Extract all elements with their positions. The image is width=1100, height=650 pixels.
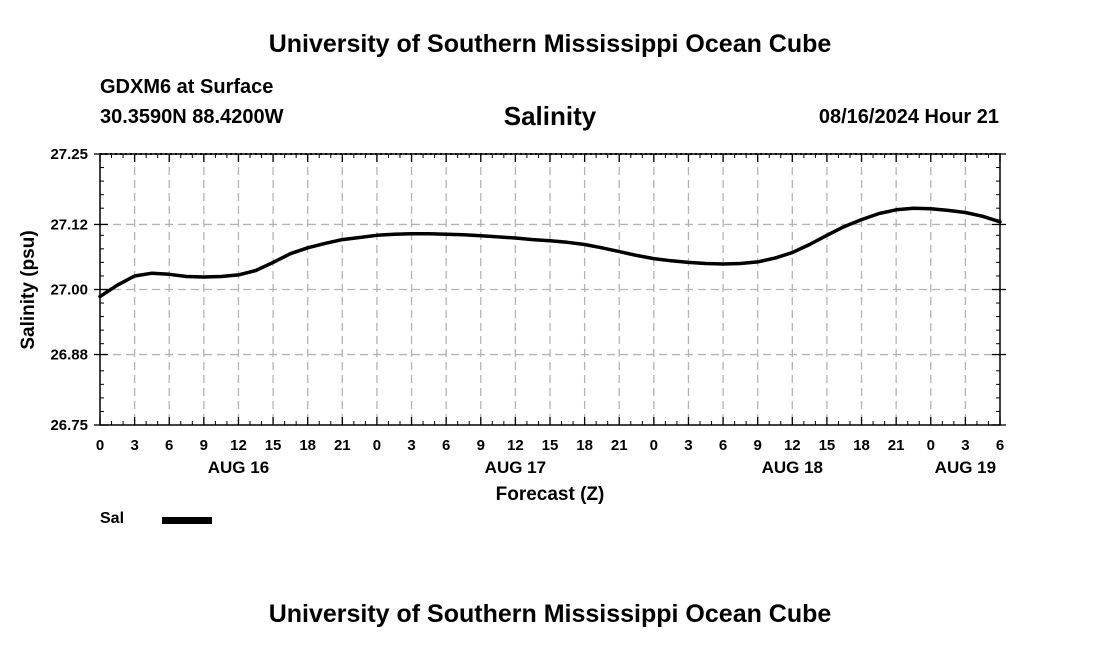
x-tick-label: 6 <box>996 437 1004 454</box>
chart-title: Salinity <box>503 101 597 131</box>
x-tick-label: 6 <box>165 437 173 454</box>
x-tick-label: 21 <box>334 437 351 454</box>
footer-title: University of Southern Mississippi Ocean… <box>268 600 832 628</box>
x-tick-label: 3 <box>961 437 969 454</box>
date-label: AUG 18 <box>762 458 823 477</box>
y-tick-label: 27.00 <box>50 282 88 299</box>
y-axis-label: Salinity (psu) <box>18 230 39 349</box>
grid-lines <box>100 154 1000 425</box>
x-tick-label: 0 <box>96 437 104 454</box>
x-tick-label: 21 <box>888 437 905 454</box>
date-label: AUG 19 <box>935 458 996 477</box>
x-tick-label: 3 <box>407 437 415 454</box>
x-axis-label: Forecast (Z) <box>496 484 605 505</box>
date-label: AUG 17 <box>485 458 546 477</box>
x-tick-label: 12 <box>230 437 247 454</box>
x-tick-label: 18 <box>576 437 593 454</box>
series-line-sal <box>98 206 1002 299</box>
x-tick-label: 15 <box>265 437 282 454</box>
x-tick-label: 3 <box>684 437 692 454</box>
station-name: GDXM6 at Surface <box>100 76 274 98</box>
forecast-datetime: 08/16/2024 Hour 21 <box>818 106 999 128</box>
x-tick-label: 9 <box>754 437 762 454</box>
y-tick-label: 26.75 <box>50 417 88 434</box>
station-coordinates: 30.3590N 88.4200W <box>100 106 284 128</box>
x-tick-label: 15 <box>819 437 836 454</box>
x-tick-label: 6 <box>442 437 450 454</box>
date-label: AUG 16 <box>208 458 269 477</box>
x-tick-label: 6 <box>719 437 727 454</box>
x-tick-label: 12 <box>784 437 801 454</box>
axis-ticks <box>94 153 1006 426</box>
y-tick-label: 26.88 <box>50 347 88 364</box>
x-tick-label: 18 <box>853 437 870 454</box>
legend-line-swatch <box>162 517 212 524</box>
x-tick-label: 9 <box>200 437 208 454</box>
x-tick-label: 0 <box>373 437 381 454</box>
legend-label: Sal <box>100 510 125 527</box>
page-title: University of Southern Mississippi Ocean… <box>268 30 832 58</box>
x-tick-label: 12 <box>507 437 524 454</box>
y-tick-label: 27.25 <box>50 146 88 163</box>
series-layer <box>98 206 1002 299</box>
x-tick-label: 18 <box>299 437 316 454</box>
x-tick-label: 21 <box>611 437 628 454</box>
x-tick-label: 0 <box>927 437 935 454</box>
axis-labels: 0 3 6 9 12 15 18 21 0 3 6 9 12 15 18 21 0 3 6 9 12 15 18 21 0 3 6 2… <box>50 146 1004 477</box>
y-tick-label: 27.12 <box>50 216 88 233</box>
x-tick-label: 9 <box>477 437 485 454</box>
x-tick-label: 15 <box>542 437 559 454</box>
x-tick-label: 3 <box>130 437 138 454</box>
x-tick-label: 0 <box>650 437 658 454</box>
